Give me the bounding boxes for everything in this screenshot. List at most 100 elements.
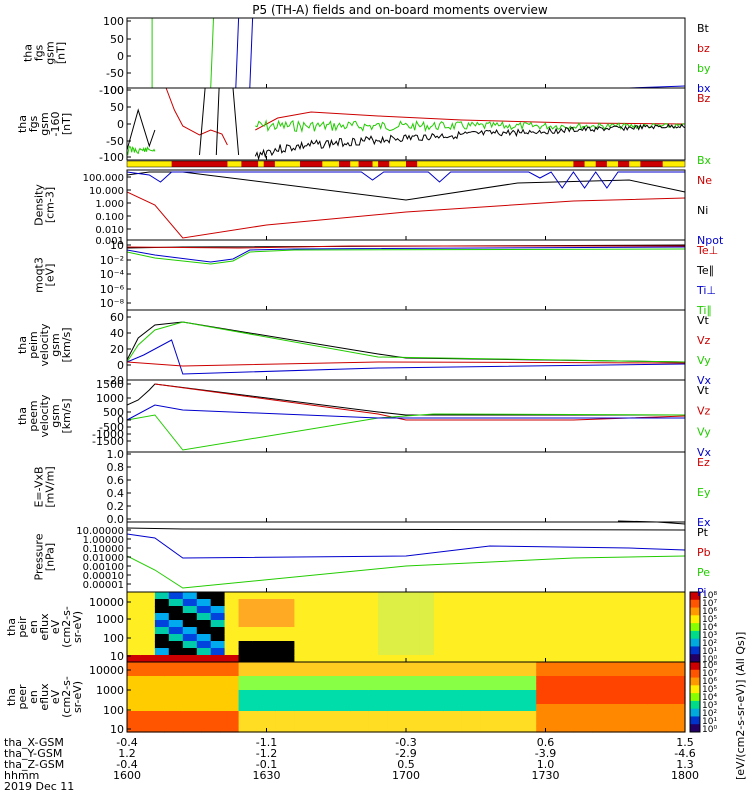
spectrogram-peir-cell (154, 606, 170, 614)
spectrogram-peir-cell (643, 655, 658, 663)
spectrogram-peer-cell (331, 718, 351, 726)
spectrogram-peir-cell (419, 655, 435, 663)
spectrogram-peer-cell (480, 676, 500, 684)
spectrogram-peir-cell (573, 648, 588, 656)
spectrogram-peir-cell (517, 592, 533, 600)
spectrogram-peer-cell (610, 725, 630, 733)
spectrogram-peir-cell (629, 648, 644, 656)
spectrogram-peir-cell (238, 634, 254, 642)
spectrogram-peer-cell (554, 725, 574, 733)
spectrogram-peir-cell (378, 655, 393, 663)
spectrogram-peer-cell (499, 704, 519, 712)
series-bz (255, 111, 686, 131)
spectrogram-peer-cell (220, 676, 240, 684)
ephemeris-value: 1730 (532, 769, 560, 782)
y-tick-label: 1.00000 (83, 535, 124, 546)
spectrogram-peer-cell (387, 697, 407, 705)
y-tick-label: -100 (99, 84, 124, 97)
spectrogram-peir-cell (643, 613, 658, 621)
spectrogram-peir-cell (503, 634, 519, 642)
y-axis-label: (cm2-s- (60, 606, 73, 648)
ephemeris-value: 1.2 (118, 747, 136, 760)
legend-ne: Ne (697, 174, 712, 187)
spectrogram-peir-cell (615, 655, 630, 663)
spectrogram-peir-cell (657, 620, 672, 628)
spectrogram-peir-cell (657, 606, 672, 614)
spectrogram-peir-cell (168, 634, 184, 642)
spectrogram-peer-cell (164, 704, 184, 712)
spectrogram-peer-cell (145, 669, 165, 677)
spectrogram-peir-cell (280, 620, 295, 628)
y-tick-label: 50 (110, 101, 124, 114)
y-axis-label: gsm (49, 404, 62, 427)
spectrogram-peer-cell (238, 662, 258, 670)
spectrogram-peir-cell (573, 627, 588, 635)
spectrogram-peir-cell (489, 613, 505, 621)
series-peim-vx (126, 339, 686, 375)
spectrogram-peir-cell (447, 606, 463, 614)
spectrogram-peir-cell (671, 655, 686, 663)
ephemeris-value: -3.9 (535, 747, 556, 760)
spectrogram-peir-cell (406, 634, 421, 642)
spectrogram-peer-cell (480, 704, 500, 712)
y-tick-label: 0.01000 (83, 553, 124, 564)
spectrogram-peer-cell (554, 669, 574, 677)
spectrogram-peer-cell (629, 725, 649, 733)
spectrogram-peer-cell (443, 669, 463, 677)
legend-npot: Npot (697, 234, 724, 247)
spectrogram-peer-cell (424, 669, 444, 677)
ephemeris-label: tha_Z-GSM (4, 758, 64, 771)
spectrogram-peer-cell (368, 718, 388, 726)
colorbar-swatch (690, 716, 700, 725)
spectrogram-peir-cell (461, 613, 477, 621)
spectrogram-peir-cell (545, 627, 560, 635)
y-tick-label: 100 (103, 632, 124, 645)
spectrogram-peer-cell (499, 697, 519, 705)
spectrogram-peir-cell (657, 627, 672, 635)
spectrogram-peir-cell (545, 599, 560, 607)
y-axis-label: Density (33, 184, 46, 226)
colorbar-tick: 10⁵ (702, 685, 717, 695)
spectrogram-peer-cell (443, 704, 463, 712)
legend-bx: bx (697, 82, 711, 95)
spectrogram-peir-cell (475, 620, 491, 628)
spectrogram-peir-cell (601, 620, 616, 628)
colorbar-label: [eV/(cm2-s-sr-eV)] (All Qs)] (734, 632, 747, 780)
spectrogram-peir-cell (127, 620, 142, 628)
spectrogram-peir-cell (252, 599, 268, 607)
spectrogram-peir-cell (419, 648, 435, 656)
spectrogram-peer-cell (313, 676, 333, 684)
spectrogram-peir-cell (433, 606, 449, 614)
spectrogram-peir-cell (601, 634, 616, 642)
spectrogram-peir-cell (252, 627, 268, 635)
spectrogram-peer-cell (629, 711, 649, 719)
spectrogram-peer-cell (368, 683, 388, 691)
spectrogram-peir-cell (573, 641, 588, 649)
mode-bar-segment-7 (406, 161, 418, 167)
y-tick-label: 0.00100 (83, 562, 124, 573)
spectrogram-peer-cell (313, 725, 333, 733)
spectrogram-peer-cell (480, 683, 500, 691)
spectrogram-peer-cell (406, 718, 426, 726)
spectrogram-peir-cell (336, 606, 351, 614)
spectrogram-peer-cell (647, 662, 667, 670)
spectrogram-peir-cell (350, 634, 365, 642)
spectrogram-peir-cell (210, 599, 226, 607)
spectrogram-peir-cell (224, 606, 240, 614)
spectrogram-peir-cell (489, 634, 505, 642)
spectrogram-peir-cell (629, 620, 644, 628)
spectrogram-peir-cell (322, 599, 337, 607)
spectrogram-peir-cell (517, 641, 533, 649)
y-tick-label: 100.000 (83, 173, 124, 184)
spectrogram-peir-cell (168, 655, 184, 663)
spectrogram-peer-cell (573, 704, 593, 712)
spectrogram-peir-cell (168, 648, 184, 656)
spectrogram-peir-cell (587, 641, 602, 649)
spectrogram-peir-cell (489, 655, 505, 663)
spectrogram-peir-cell (419, 606, 435, 614)
spectrogram-peir-cell (419, 613, 435, 621)
spectrogram-peir-cell (154, 627, 170, 635)
spectrogram-peir-cell (336, 634, 351, 642)
spectrogram-peer-cell (257, 683, 277, 691)
spectrogram-peir-cell (629, 592, 644, 600)
